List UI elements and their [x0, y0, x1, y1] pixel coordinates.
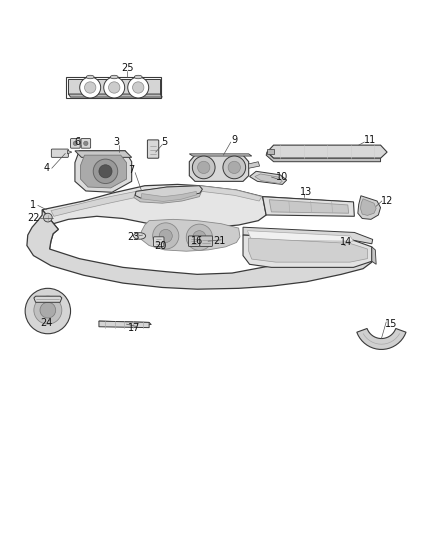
- Circle shape: [93, 159, 118, 183]
- Text: 3: 3: [113, 137, 120, 147]
- FancyBboxPatch shape: [188, 236, 200, 246]
- Polygon shape: [67, 150, 72, 154]
- Circle shape: [25, 288, 71, 334]
- Circle shape: [192, 156, 215, 179]
- Polygon shape: [81, 155, 127, 188]
- Polygon shape: [51, 189, 152, 216]
- Polygon shape: [263, 197, 354, 216]
- Text: 10: 10: [276, 172, 289, 182]
- Polygon shape: [141, 220, 240, 251]
- Polygon shape: [243, 227, 373, 244]
- Polygon shape: [32, 184, 266, 249]
- Text: 23: 23: [127, 232, 140, 242]
- Ellipse shape: [134, 233, 146, 239]
- FancyBboxPatch shape: [148, 140, 159, 158]
- Polygon shape: [189, 154, 252, 156]
- Polygon shape: [75, 151, 132, 157]
- Polygon shape: [99, 321, 149, 328]
- FancyBboxPatch shape: [71, 139, 80, 148]
- Circle shape: [109, 82, 120, 93]
- Text: 17: 17: [127, 324, 140, 334]
- Text: 21: 21: [213, 236, 225, 246]
- Text: 5: 5: [161, 137, 168, 147]
- Text: 14: 14: [339, 238, 352, 247]
- Polygon shape: [68, 79, 160, 94]
- Polygon shape: [135, 185, 202, 199]
- Circle shape: [159, 229, 172, 243]
- Polygon shape: [250, 171, 287, 184]
- Polygon shape: [263, 197, 353, 206]
- Polygon shape: [134, 185, 201, 203]
- Circle shape: [99, 165, 112, 178]
- Text: 4: 4: [43, 163, 49, 173]
- Circle shape: [133, 82, 144, 93]
- Circle shape: [43, 213, 52, 222]
- Text: 13: 13: [300, 187, 312, 197]
- Polygon shape: [249, 238, 367, 262]
- Circle shape: [198, 161, 210, 174]
- Text: 7: 7: [128, 165, 135, 175]
- Ellipse shape: [134, 75, 142, 79]
- Text: 12: 12: [381, 196, 393, 206]
- Text: 22: 22: [27, 213, 40, 223]
- Polygon shape: [267, 145, 387, 158]
- Circle shape: [85, 82, 96, 93]
- Circle shape: [193, 231, 206, 244]
- Text: 25: 25: [121, 63, 134, 73]
- Circle shape: [104, 77, 125, 98]
- Polygon shape: [372, 247, 376, 264]
- Circle shape: [228, 161, 240, 174]
- Polygon shape: [243, 235, 372, 268]
- Circle shape: [80, 77, 101, 98]
- Text: 11: 11: [364, 135, 376, 145]
- Polygon shape: [99, 321, 151, 325]
- FancyBboxPatch shape: [81, 139, 91, 148]
- FancyBboxPatch shape: [153, 237, 164, 246]
- Circle shape: [34, 296, 62, 324]
- Circle shape: [84, 141, 88, 146]
- Text: 9: 9: [231, 135, 237, 145]
- Text: 20: 20: [154, 240, 166, 251]
- Polygon shape: [68, 94, 162, 97]
- Polygon shape: [141, 191, 196, 201]
- Text: 6: 6: [74, 137, 80, 147]
- Polygon shape: [358, 196, 381, 220]
- Polygon shape: [360, 199, 376, 215]
- Text: 24: 24: [40, 318, 53, 328]
- Polygon shape: [34, 296, 62, 302]
- Polygon shape: [269, 200, 349, 213]
- Ellipse shape: [86, 75, 94, 79]
- Circle shape: [152, 223, 179, 249]
- Polygon shape: [249, 161, 260, 168]
- Polygon shape: [166, 185, 262, 201]
- Polygon shape: [255, 174, 283, 183]
- Circle shape: [223, 156, 246, 179]
- Polygon shape: [27, 210, 374, 289]
- Text: 1: 1: [30, 200, 36, 211]
- Text: 16: 16: [191, 236, 203, 246]
- Polygon shape: [266, 152, 381, 161]
- Circle shape: [40, 302, 56, 318]
- Circle shape: [186, 224, 212, 251]
- FancyBboxPatch shape: [200, 236, 212, 246]
- Polygon shape: [247, 231, 353, 241]
- Text: 15: 15: [385, 319, 398, 329]
- Polygon shape: [267, 149, 274, 154]
- Circle shape: [128, 77, 149, 98]
- Polygon shape: [357, 328, 406, 350]
- Polygon shape: [189, 155, 249, 181]
- Polygon shape: [75, 151, 132, 192]
- Circle shape: [73, 141, 78, 146]
- Ellipse shape: [110, 75, 118, 79]
- FancyBboxPatch shape: [51, 149, 68, 157]
